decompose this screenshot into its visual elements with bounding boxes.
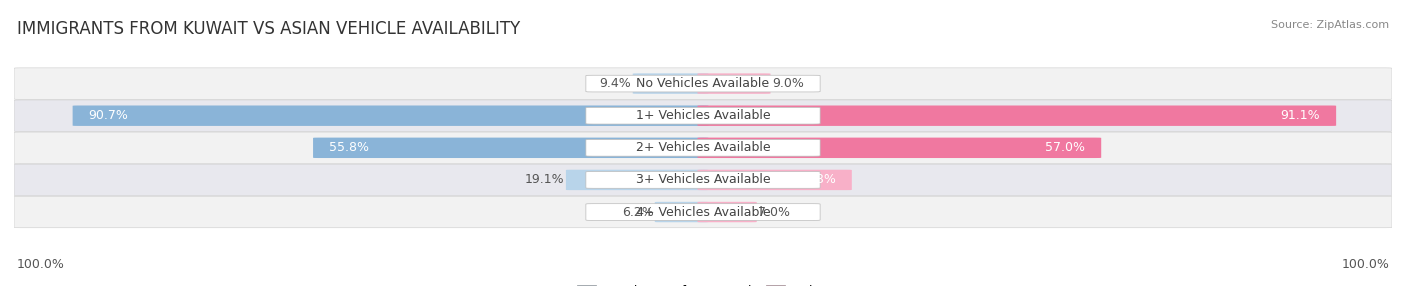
Text: IMMIGRANTS FROM KUWAIT VS ASIAN VEHICLE AVAILABILITY: IMMIGRANTS FROM KUWAIT VS ASIAN VEHICLE … [17,20,520,38]
Text: 7.0%: 7.0% [758,206,790,219]
FancyBboxPatch shape [697,202,756,222]
Text: 19.1%: 19.1% [524,173,565,186]
FancyBboxPatch shape [586,107,820,124]
FancyBboxPatch shape [586,140,820,156]
FancyBboxPatch shape [14,132,1392,164]
Text: 91.1%: 91.1% [1281,109,1320,122]
FancyBboxPatch shape [73,106,709,126]
Text: 6.2%: 6.2% [621,206,654,219]
Text: 100.0%: 100.0% [1341,258,1389,271]
Text: 2+ Vehicles Available: 2+ Vehicles Available [636,141,770,154]
FancyBboxPatch shape [633,74,709,94]
Text: 100.0%: 100.0% [17,258,65,271]
Legend: Immigrants from Kuwait, Asian: Immigrants from Kuwait, Asian [576,285,830,286]
FancyBboxPatch shape [14,196,1392,228]
Text: 9.4%: 9.4% [599,77,631,90]
FancyBboxPatch shape [697,170,852,190]
FancyBboxPatch shape [14,100,1392,132]
FancyBboxPatch shape [586,204,820,221]
Text: Source: ZipAtlas.com: Source: ZipAtlas.com [1271,20,1389,30]
Text: 3+ Vehicles Available: 3+ Vehicles Available [636,173,770,186]
Text: 20.8%: 20.8% [796,173,837,186]
FancyBboxPatch shape [586,75,820,92]
Text: 55.8%: 55.8% [329,141,368,154]
Text: 9.0%: 9.0% [772,77,804,90]
Text: 1+ Vehicles Available: 1+ Vehicles Available [636,109,770,122]
FancyBboxPatch shape [697,74,770,94]
Text: No Vehicles Available: No Vehicles Available [637,77,769,90]
FancyBboxPatch shape [314,138,709,158]
FancyBboxPatch shape [655,202,709,222]
FancyBboxPatch shape [697,138,1101,158]
FancyBboxPatch shape [586,172,820,188]
Text: 90.7%: 90.7% [89,109,128,122]
Text: 4+ Vehicles Available: 4+ Vehicles Available [636,206,770,219]
FancyBboxPatch shape [14,164,1392,196]
Text: 57.0%: 57.0% [1046,141,1085,154]
FancyBboxPatch shape [14,68,1392,99]
FancyBboxPatch shape [697,106,1336,126]
FancyBboxPatch shape [565,170,709,190]
